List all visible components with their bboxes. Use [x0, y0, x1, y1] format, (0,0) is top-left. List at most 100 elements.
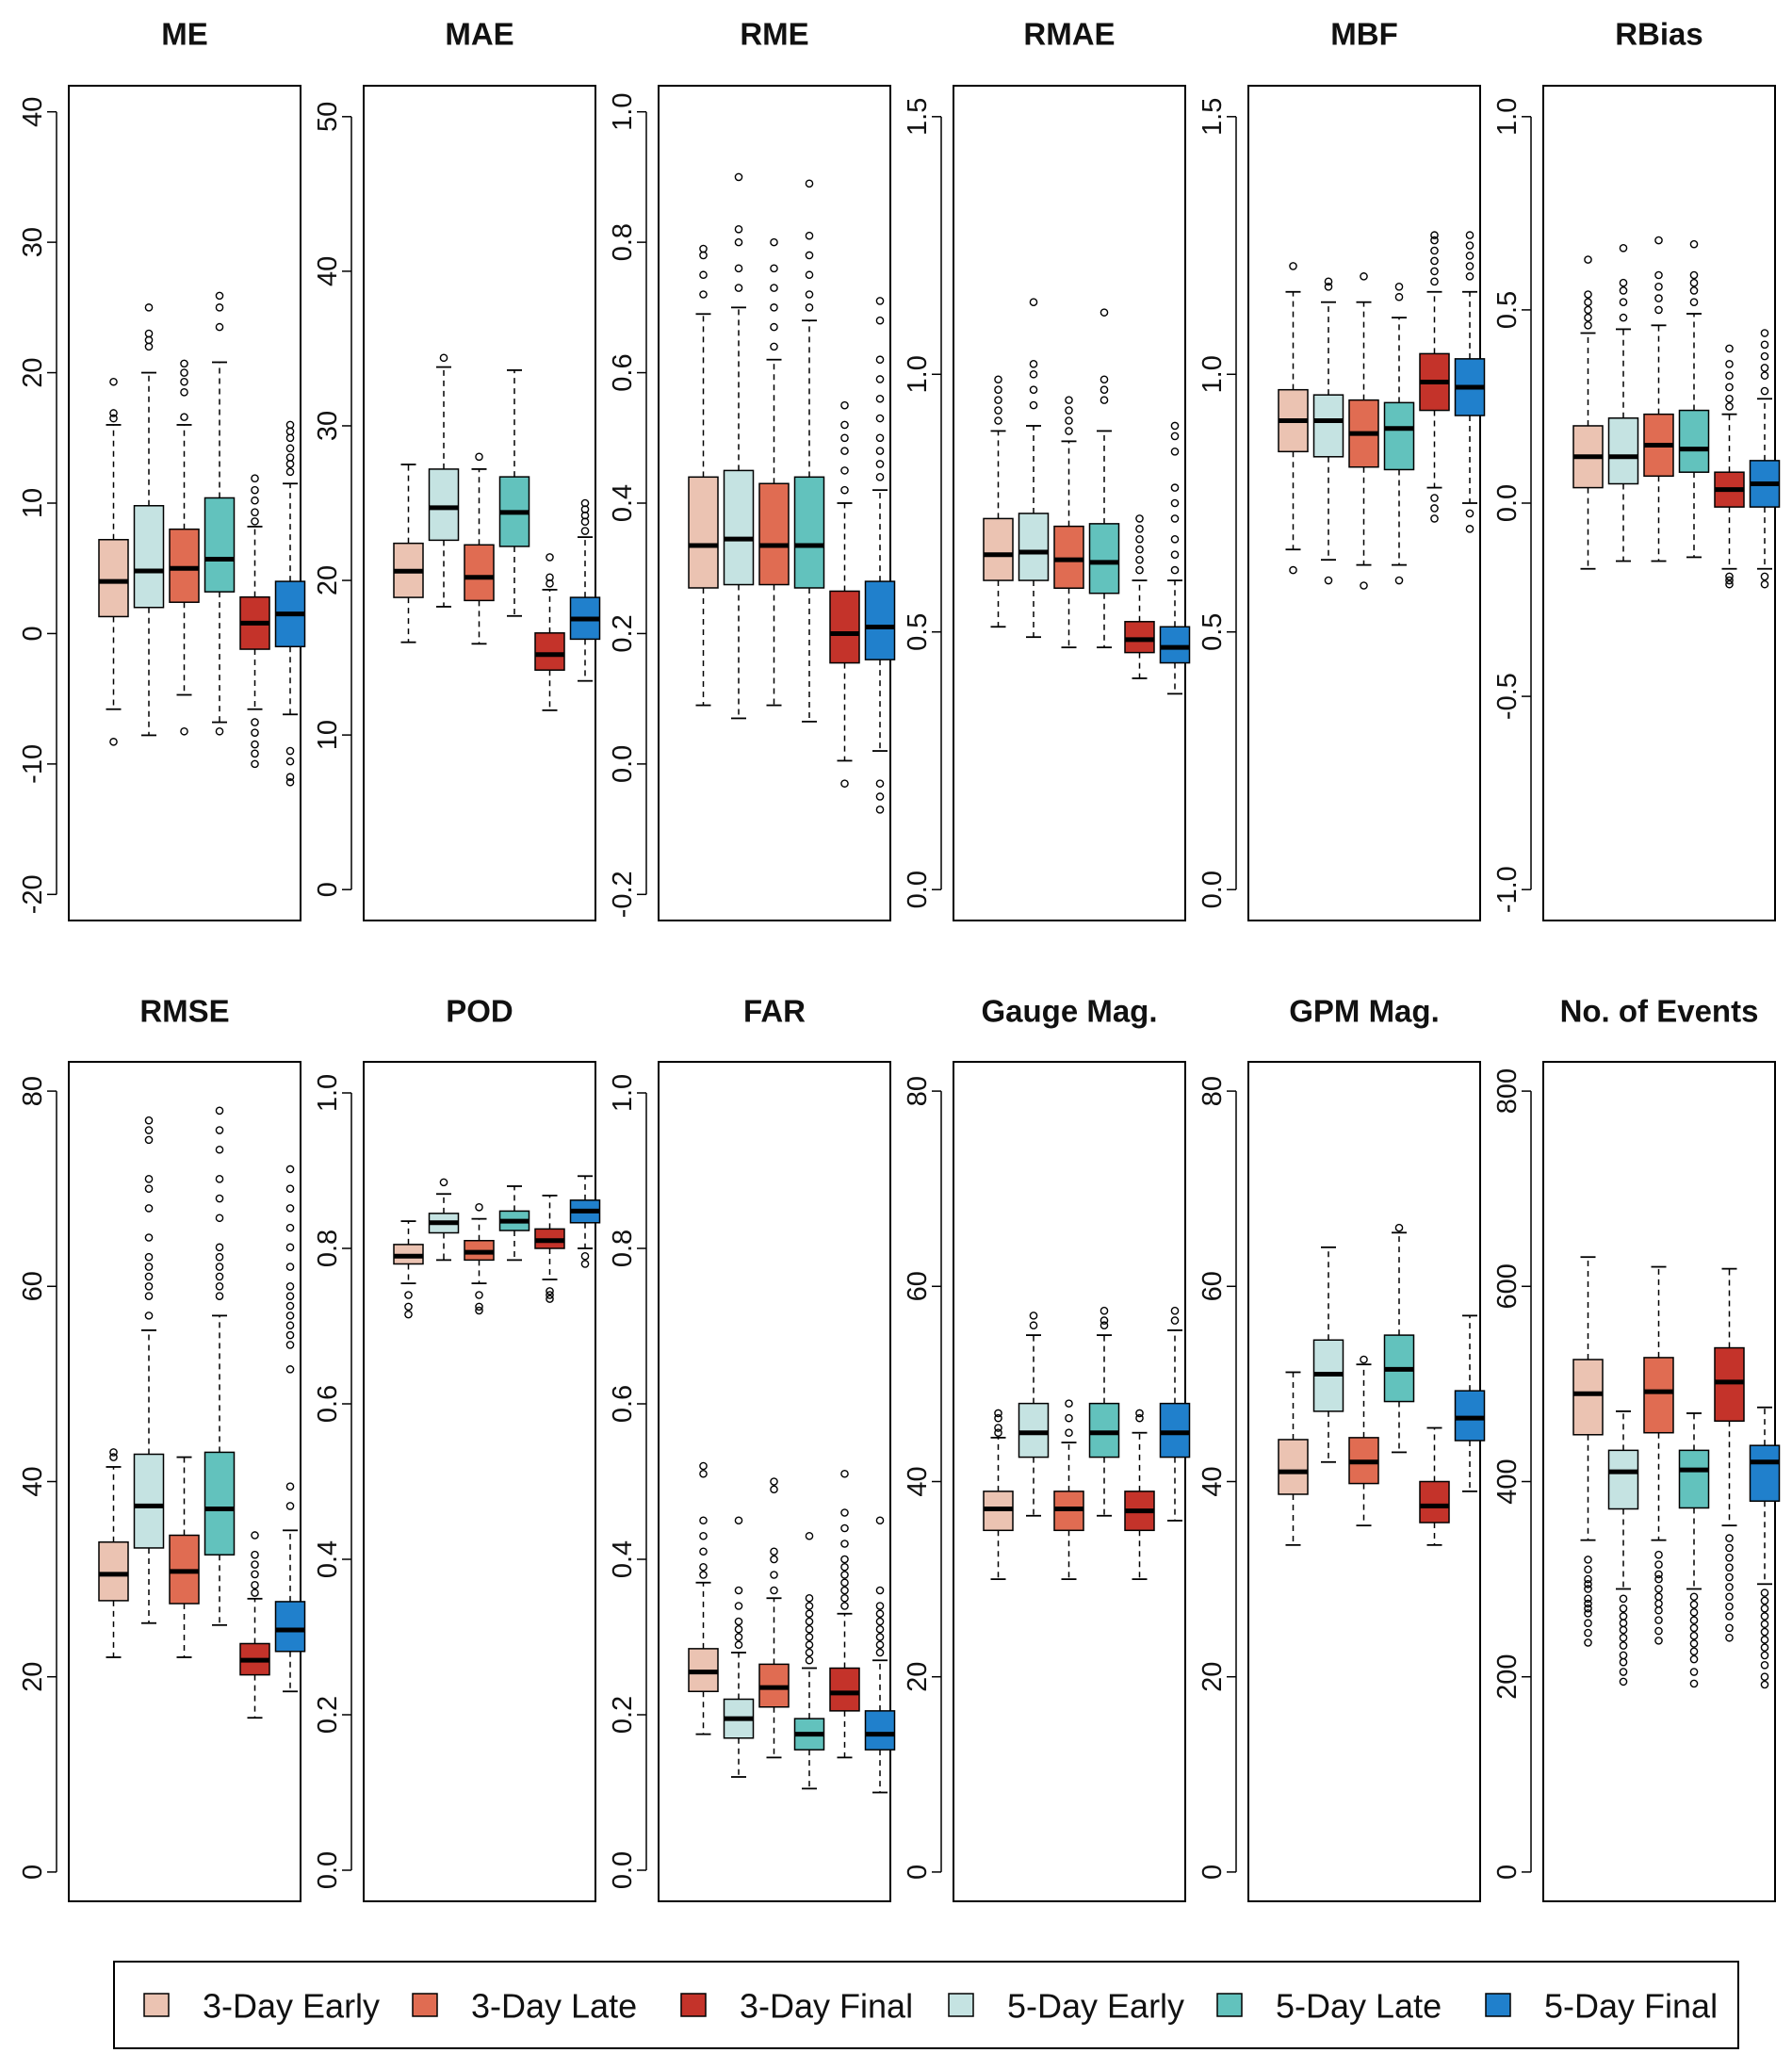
outlier-point	[1170, 1306, 1180, 1315]
outlier-point	[770, 1477, 778, 1486]
panel-title: MBF	[1330, 17, 1397, 52]
outlier-point	[734, 172, 743, 182]
outlier-point	[144, 1281, 154, 1291]
outlier-point	[1065, 406, 1073, 415]
outlier-point	[770, 1485, 778, 1494]
box-3-day-final	[239, 474, 270, 769]
outlier-point	[1725, 360, 1734, 368]
legend-label: 5-Day Late	[1276, 1987, 1442, 2026]
box-iqr	[133, 1453, 165, 1549]
outlier-point	[1689, 1668, 1699, 1676]
outlier-point	[180, 388, 188, 397]
y-tick-label: 0.0	[313, 1851, 343, 1889]
box-iqr	[1088, 523, 1120, 595]
outlier-point	[770, 1586, 778, 1595]
y-tick-label: 0.0	[1197, 871, 1228, 908]
panel-title: GPM Mag.	[1289, 994, 1440, 1029]
outlier-point	[994, 396, 1002, 404]
outlier-point	[994, 1409, 1002, 1418]
outlier-point	[699, 270, 708, 280]
outlier-point	[144, 335, 154, 345]
outlier-point	[1725, 572, 1734, 581]
outlier-point	[475, 1306, 483, 1315]
box-iqr	[1607, 417, 1639, 485]
outlier-point	[805, 1648, 814, 1657]
box-5-day-early	[428, 353, 460, 608]
outlier-point	[994, 406, 1002, 415]
y-tick-label: 0.2	[313, 1696, 343, 1734]
outlier-point	[1584, 321, 1592, 330]
outlier-point	[805, 251, 814, 260]
box-5-day-early	[1312, 277, 1344, 585]
outlier-point	[580, 1251, 590, 1261]
outlier-point	[1619, 1677, 1628, 1686]
outlier-point	[1689, 286, 1699, 295]
outlier-point	[1324, 282, 1333, 291]
box-5-day-late	[793, 179, 825, 723]
outlier-point	[840, 485, 849, 495]
outlier-point	[1465, 241, 1474, 250]
box-5-day-late	[1088, 1306, 1120, 1517]
outlier-point	[805, 1531, 814, 1540]
box-5-day-final	[1454, 231, 1486, 533]
panel-title: No. of Events	[1560, 994, 1759, 1029]
panel-rbias: RBias -1.0 -0.5 0.0 0.5 1.0	[1492, 17, 1781, 921]
outlier-point	[475, 1291, 483, 1299]
box-iqr	[1018, 513, 1050, 581]
box-3-day-late	[1643, 236, 1674, 562]
panel-mae: MAE 0 10 20 30 40 50	[313, 17, 601, 921]
outlier-point	[144, 1263, 154, 1271]
outlier-point	[840, 466, 849, 475]
legend-label: 3-Day Late	[471, 1987, 637, 2026]
outlier-point	[1619, 278, 1628, 287]
outlier-point	[144, 303, 154, 312]
outlier-point	[875, 1617, 885, 1626]
outlier-point	[144, 1233, 154, 1242]
y-tick-label: 0.8	[608, 1230, 638, 1267]
outlier-point	[1760, 1660, 1769, 1670]
outlier-point	[1689, 239, 1699, 249]
box-iqr	[1419, 1480, 1450, 1523]
y-tick-label: 40	[313, 256, 343, 286]
plot-frame	[1542, 1061, 1776, 1902]
outlier-point	[1430, 277, 1439, 286]
box-3-day-early	[1572, 1256, 1604, 1647]
y-tick-label: 1.0	[608, 93, 638, 131]
legend-swatch	[948, 1993, 974, 2017]
outlier-point	[251, 1581, 259, 1589]
box-5-day-early	[1312, 1246, 1344, 1463]
outlier-point	[144, 329, 154, 338]
outlier-point	[770, 1571, 778, 1579]
outlier-point	[546, 553, 554, 562]
outlier-point	[734, 1586, 743, 1595]
outlier-point	[1619, 1657, 1628, 1667]
outlier-point	[699, 251, 708, 260]
box-3-day-late	[1053, 396, 1084, 649]
outlier-point	[994, 416, 1002, 425]
box-iqr	[1678, 1449, 1710, 1509]
panel-title: Gauge Mag.	[981, 994, 1157, 1029]
box-3-day-early	[688, 1461, 719, 1735]
outlier-point	[285, 757, 295, 766]
box-5-day-early	[133, 1116, 165, 1624]
y-tick-label: 1.0	[903, 355, 933, 393]
outlier-point	[805, 303, 814, 312]
outlier-point	[1689, 1654, 1699, 1664]
panel-far: FAR 0.0 0.2 0.4 0.6 0.8 1.0	[608, 994, 896, 1902]
outlier-point	[1689, 298, 1699, 307]
outlier-point	[1760, 329, 1769, 337]
panel-gpm-mag: GPM Mag. 0 20 40 60 80	[1197, 994, 1486, 1902]
outlier-point	[1394, 576, 1404, 585]
panel-title: POD	[446, 994, 513, 1029]
outlier-point	[285, 777, 295, 787]
outlier-point	[1135, 1413, 1144, 1423]
y-tick-label: 800	[1492, 1068, 1523, 1114]
outlier-point	[1725, 1633, 1734, 1642]
outlier-point	[994, 375, 1002, 384]
outlier-point	[1170, 514, 1180, 523]
box-5-day-late	[1678, 239, 1710, 559]
outlier-point	[1465, 231, 1474, 239]
y-tick-label: 20	[18, 1662, 48, 1692]
outlier-point	[1725, 1572, 1734, 1582]
outlier-point	[805, 270, 814, 280]
